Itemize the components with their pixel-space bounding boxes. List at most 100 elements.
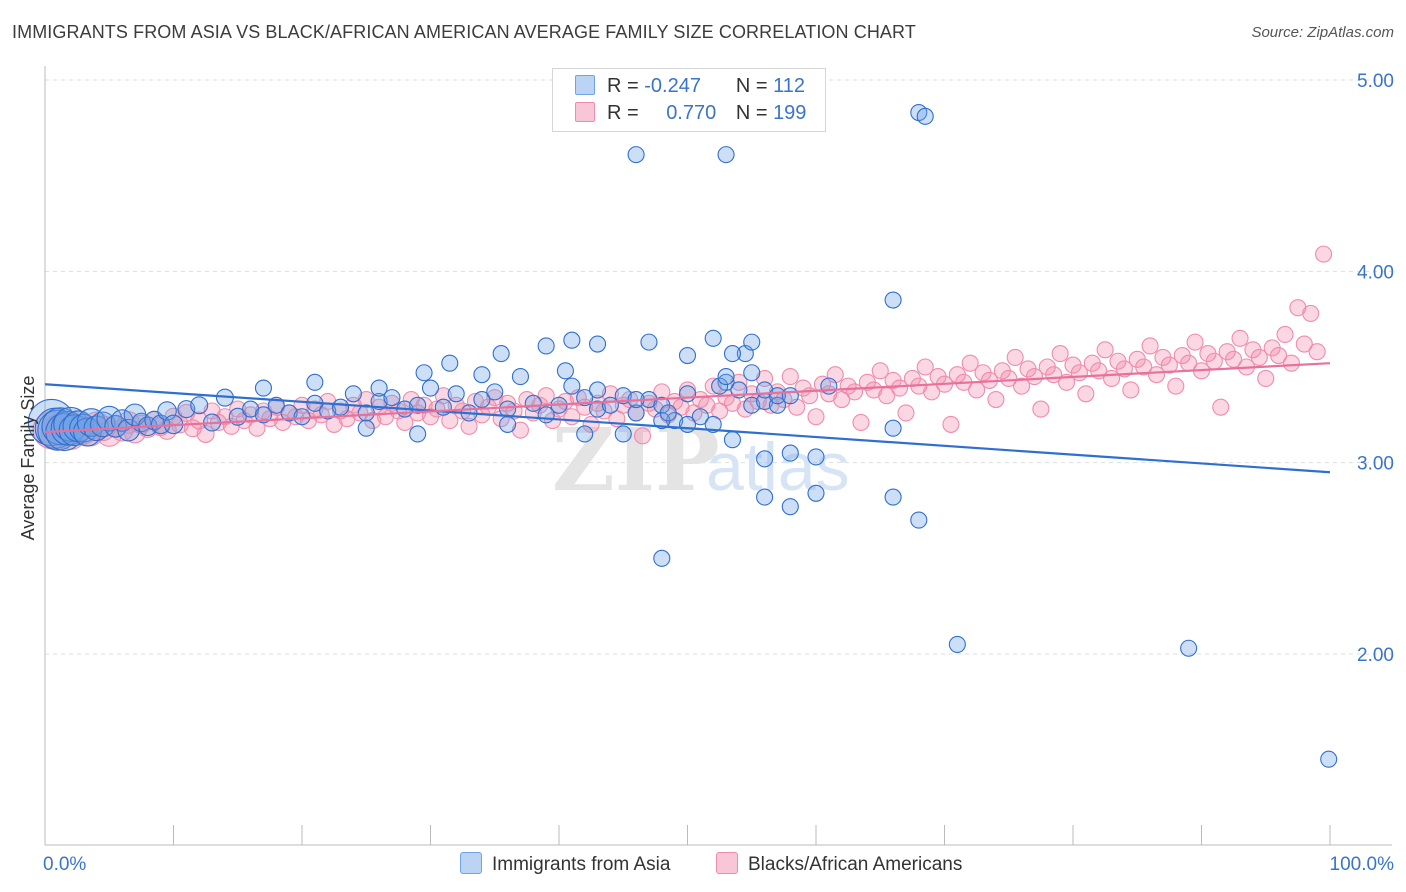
asia-point — [781, 498, 799, 516]
x-tick-label-max: 100.0% — [1330, 854, 1395, 875]
asia-point — [473, 366, 491, 384]
black-point — [987, 390, 1005, 409]
watermark-zip: ZIP — [552, 410, 720, 511]
asia-point — [743, 364, 761, 382]
black-point — [871, 362, 889, 380]
black-point — [1167, 377, 1185, 395]
black-point — [537, 387, 555, 405]
black-point — [1147, 366, 1166, 384]
asia-trend-line — [44, 383, 1331, 474]
watermark-atlas: atlas — [706, 429, 850, 505]
asia-point — [524, 394, 542, 412]
black-swatch — [575, 102, 595, 122]
black-point — [916, 358, 934, 376]
black-point — [1270, 346, 1288, 365]
black-point — [1122, 381, 1140, 399]
black-point — [633, 427, 652, 445]
asia-point — [409, 425, 427, 443]
source-label: Source: ZipAtlas.com — [1251, 24, 1394, 41]
asia-point — [511, 368, 530, 386]
asia-point — [473, 390, 491, 409]
black-point — [196, 424, 215, 443]
bottom-legend-asia: Immigrants from Asia — [460, 852, 670, 876]
asia-point — [884, 419, 902, 437]
asia-swatch — [575, 75, 595, 95]
black-point — [1032, 400, 1050, 418]
asia-point — [1320, 750, 1338, 768]
correlation-legend: R = -0.247 N = 112 R = 0.770 N = 199 — [552, 68, 826, 132]
black-point — [1212, 398, 1230, 416]
black-point — [1000, 369, 1018, 388]
asia-point — [691, 408, 709, 426]
asia-point — [370, 379, 388, 397]
trend-lines — [44, 362, 1331, 474]
black-legend-label: Blacks/African Americans — [748, 854, 963, 875]
asia-point — [441, 354, 459, 372]
asia-point — [254, 379, 273, 397]
asia-point — [421, 379, 440, 397]
asia-point — [723, 345, 742, 363]
asia-point — [723, 431, 742, 449]
asia-point — [781, 387, 799, 405]
black-point — [1295, 335, 1313, 353]
black-point — [852, 413, 870, 432]
black-point — [396, 413, 414, 432]
asia-point — [916, 107, 934, 125]
asia-point — [331, 398, 350, 416]
asia-point — [807, 484, 825, 502]
asia-point — [614, 425, 632, 443]
black-point — [1160, 356, 1178, 374]
black-point — [1231, 329, 1249, 347]
asia-point — [659, 404, 677, 422]
asia-point — [768, 396, 787, 414]
asia-point — [588, 400, 607, 418]
legend-row-asia: R = -0.247 N = 112 — [575, 75, 805, 99]
asia-point — [588, 335, 607, 353]
asia-point — [781, 444, 799, 462]
asia-point — [41, 407, 80, 446]
black-point — [807, 408, 825, 426]
legend-row-black: R = 0.770 N = 199 — [575, 102, 806, 126]
asia-point — [499, 415, 517, 433]
asia-point — [383, 389, 401, 407]
black-n-value: 199 — [773, 102, 807, 124]
black-trend-line — [44, 362, 1331, 434]
asia-point — [717, 146, 735, 164]
asia-point — [563, 377, 581, 395]
asia-point — [756, 450, 774, 468]
asia-point — [743, 333, 761, 351]
asia-point — [704, 415, 722, 433]
asia-point — [820, 377, 838, 395]
black-point — [781, 368, 799, 386]
black-point — [1006, 348, 1024, 366]
asia-point — [627, 404, 645, 422]
asia-point — [743, 396, 761, 414]
asia-point — [884, 488, 902, 506]
asia-point — [370, 392, 388, 410]
asia-n-label: N = — [735, 75, 768, 97]
asia-point — [910, 511, 928, 529]
asia-point — [280, 404, 298, 422]
asia-point — [678, 415, 697, 433]
asia-n-value: 112 — [773, 75, 805, 97]
asia-point — [588, 381, 607, 399]
black-legend-swatch — [716, 852, 738, 874]
black-point — [1025, 368, 1043, 386]
asia-point — [711, 377, 729, 395]
asia-point — [357, 404, 375, 422]
asia-point — [717, 368, 735, 386]
y-tick-label: 4.00 — [1357, 262, 1394, 283]
black-point — [1276, 325, 1294, 344]
asia-point — [563, 331, 581, 349]
asia-point — [653, 549, 671, 567]
asia-point — [576, 389, 594, 407]
asia-point — [1180, 639, 1198, 657]
y-tick-label: 2.00 — [1357, 645, 1394, 666]
asia-point — [627, 146, 645, 164]
asia-point — [678, 385, 697, 403]
black-point — [1051, 345, 1069, 363]
asia-point — [756, 488, 774, 506]
black-point — [1257, 369, 1275, 388]
